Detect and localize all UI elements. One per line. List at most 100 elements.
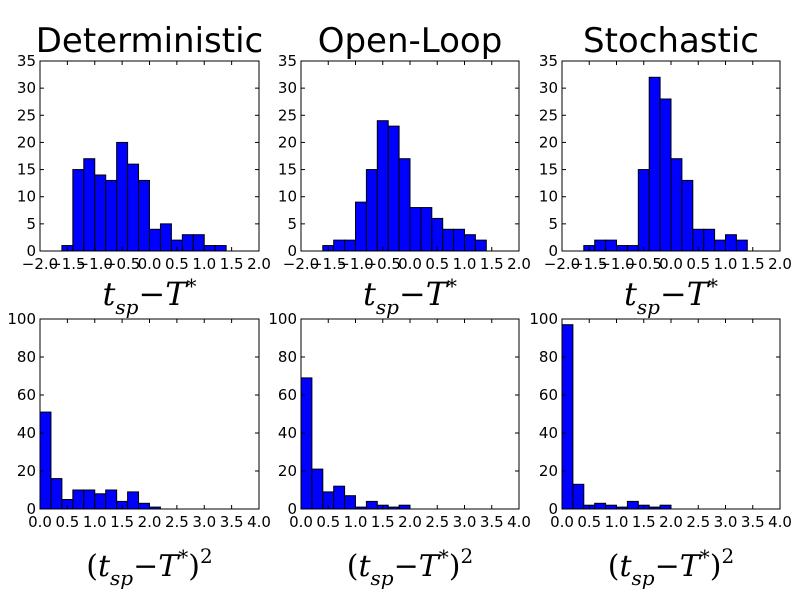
bar-bottom-stochastic-3 [594, 502, 607, 510]
xlabel-top-open-loop: tsp−T* [363, 274, 457, 319]
xtick-label-top-stochastic-0: −2.0 [544, 255, 580, 273]
bar-bottom-open-loop-0 [300, 377, 313, 510]
bar-bottom-deterministic-1 [50, 478, 63, 510]
panel-bottom-open-loop: 0.0 0.5 1.0 1.5 2.0 2.5 3.0 3.5 4.0 0 20 40 60 80 100 (… [268, 310, 531, 590]
ytick-label-top-open-loop-4: 20 [278, 133, 297, 151]
xtick-label-bottom-open-loop-4: 2.0 [398, 513, 422, 531]
xtick-label-bottom-open-loop-7: 3.5 [480, 513, 504, 531]
bar-top-deterministic-3 [94, 174, 107, 252]
ytick-label-top-deterministic-0: 0 [26, 242, 36, 260]
xtick-label-bottom-stochastic-6: 3.0 [714, 513, 738, 531]
ytick-label-bottom-deterministic-5: 100 [7, 310, 36, 328]
panel-bottom-stochastic: 0.0 0.5 1.0 1.5 2.0 2.5 3.0 3.5 4.0 0 20 40 60 80 100 (… [529, 310, 792, 590]
ytick-label-bottom-open-loop-0: 0 [287, 500, 297, 518]
panel-top-open-loop: −2.0−1.5−1.0−0.50.0 0.5 1.0 1.5 2.0 0 5 10 15 20 2… [278, 21, 531, 319]
xtick-label-bottom-open-loop-1: 0.5 [316, 513, 340, 531]
xtick-label-top-open-loop-5: 0.5 [425, 255, 449, 273]
bar-bottom-stochastic-6 [626, 500, 639, 510]
xtick-label-top-deterministic-5: 0.5 [165, 255, 189, 273]
xtick-label-bottom-deterministic-8: 4.0 [247, 513, 271, 531]
xtick-label-top-deterministic-6: 1.0 [192, 255, 216, 273]
ytick-label-top-open-loop-0: 0 [287, 242, 297, 260]
bar-top-stochastic-9 [681, 179, 694, 252]
ytick-label-top-deterministic-5: 25 [17, 106, 36, 124]
ytick-label-top-open-loop-5: 25 [278, 106, 297, 124]
ytick-label-bottom-open-loop-2: 40 [278, 424, 297, 442]
bar-top-open-loop-10 [431, 217, 444, 252]
xtick-label-top-open-loop-8: 2.0 [507, 255, 531, 273]
bar-top-open-loop-11 [442, 228, 455, 252]
panel-bottom-deterministic: 0.0 0.5 1.0 1.5 2.0 2.5 3.0 3.5 4.0 0 20 40 60 80 100 (… [7, 310, 271, 590]
xtick-label-top-stochastic-1: −1.5 [571, 255, 607, 273]
ytick-label-top-deterministic-6: 30 [17, 79, 36, 97]
xtick-label-top-stochastic-2: −1.0 [598, 255, 634, 273]
xlabel-bottom-deterministic: (tsp−T*)2 [86, 544, 212, 590]
xtick-label-top-deterministic-2: −1.0 [77, 255, 113, 273]
xtick-label-top-open-loop-3: −0.5 [365, 255, 401, 273]
bar-bottom-deterministic-6 [105, 489, 118, 510]
ytick-label-top-stochastic-7: 35 [539, 52, 558, 70]
xtick-label-top-open-loop-2: −1.0 [337, 255, 373, 273]
bar-bottom-deterministic-8 [127, 491, 140, 510]
xtick-label-bottom-stochastic-1: 0.5 [577, 513, 601, 531]
bar-top-deterministic-4 [105, 179, 118, 252]
xtick-label-bottom-deterministic-7: 3.5 [220, 513, 244, 531]
bar-top-open-loop-1 [333, 239, 346, 252]
bar-top-deterministic-7 [138, 179, 151, 252]
bar-top-stochastic-6 [648, 76, 661, 252]
ytick-label-top-open-loop-1: 5 [287, 215, 297, 233]
bar-top-stochastic-12 [714, 239, 726, 252]
bar-top-open-loop-6 [387, 125, 400, 252]
bar-top-open-loop-7 [398, 158, 411, 252]
bar-top-stochastic-8 [670, 158, 683, 252]
bar-top-open-loop-2 [344, 239, 357, 252]
xlabel-bottom-open-loop: (tsp−T*)2 [347, 544, 473, 590]
bar-top-deterministic-6 [127, 163, 140, 252]
xlabel-bottom-stochastic: (tsp−T*)2 [608, 544, 734, 590]
ytick-label-top-stochastic-2: 10 [539, 188, 558, 206]
xtick-label-bottom-stochastic-5: 2.5 [686, 513, 710, 531]
xtick-label-top-open-loop-6: 1.0 [453, 255, 477, 273]
xtick-label-top-deterministic-4: 0.0 [138, 255, 162, 273]
bar-bottom-deterministic-3 [72, 489, 85, 510]
xtick-label-top-deterministic-8: 2.0 [247, 255, 271, 273]
bar-top-open-loop-14 [474, 239, 487, 252]
ytick-label-top-stochastic-3: 15 [539, 161, 558, 179]
ytick-label-bottom-deterministic-0: 0 [26, 500, 36, 518]
xtick-label-top-stochastic-3: −0.5 [626, 255, 662, 273]
axes-frame-bottom-stochastic [561, 318, 781, 510]
ytick-label-bottom-stochastic-4: 80 [539, 348, 558, 366]
bar-bottom-stochastic-4 [605, 504, 617, 510]
xtick-label-top-open-loop-0: −2.0 [283, 255, 319, 273]
bar-bottom-deterministic-0 [39, 411, 52, 510]
bar-bottom-open-loop-1 [311, 468, 324, 510]
ytick-label-top-open-loop-2: 10 [278, 188, 297, 206]
ytick-label-top-stochastic-0: 0 [548, 242, 558, 260]
bar-top-deterministic-11 [181, 234, 194, 252]
panel-top-stochastic: −2.0−1.5−1.0−0.50.0 0.5 1.0 1.5 2.0 0 5 10 15 20 2… [539, 21, 792, 319]
ytick-label-top-deterministic-4: 20 [17, 133, 36, 151]
xtick-label-bottom-deterministic-4: 2.0 [138, 513, 162, 531]
bar-top-deterministic-13 [203, 245, 216, 252]
bar-bottom-open-loop-9 [398, 504, 411, 510]
bar-bottom-open-loop-4 [344, 495, 357, 510]
bar-top-open-loop-3 [355, 201, 367, 252]
bar-bottom-deterministic-5 [94, 493, 107, 510]
xtick-label-top-open-loop-4: 0.0 [398, 255, 422, 273]
panel-top-deterministic: −2.0−1.5−1.0−0.50.0 0.5 1.0 1.5 2.0 0 5 10 15 20 2… [17, 21, 271, 319]
xtick-label-bottom-open-loop-3: 1.5 [371, 513, 395, 531]
ytick-label-bottom-stochastic-2: 40 [539, 424, 558, 442]
xtick-label-bottom-stochastic-4: 2.0 [659, 513, 683, 531]
ytick-label-top-stochastic-5: 25 [539, 106, 558, 124]
ytick-label-top-deterministic-2: 10 [17, 188, 36, 206]
bar-top-open-loop-8 [409, 207, 422, 252]
bar-top-open-loop-5 [376, 120, 389, 252]
title-stochastic: Stochastic [583, 21, 759, 61]
ytick-label-bottom-open-loop-1: 20 [278, 462, 297, 480]
bar-top-deterministic-12 [192, 234, 205, 252]
xtick-label-top-deterministic-1: −1.5 [49, 255, 85, 273]
ytick-label-top-open-loop-7: 35 [278, 52, 297, 70]
bar-bottom-open-loop-3 [333, 485, 346, 510]
bar-top-stochastic-5 [637, 169, 650, 252]
bar-top-stochastic-3 [616, 245, 628, 252]
